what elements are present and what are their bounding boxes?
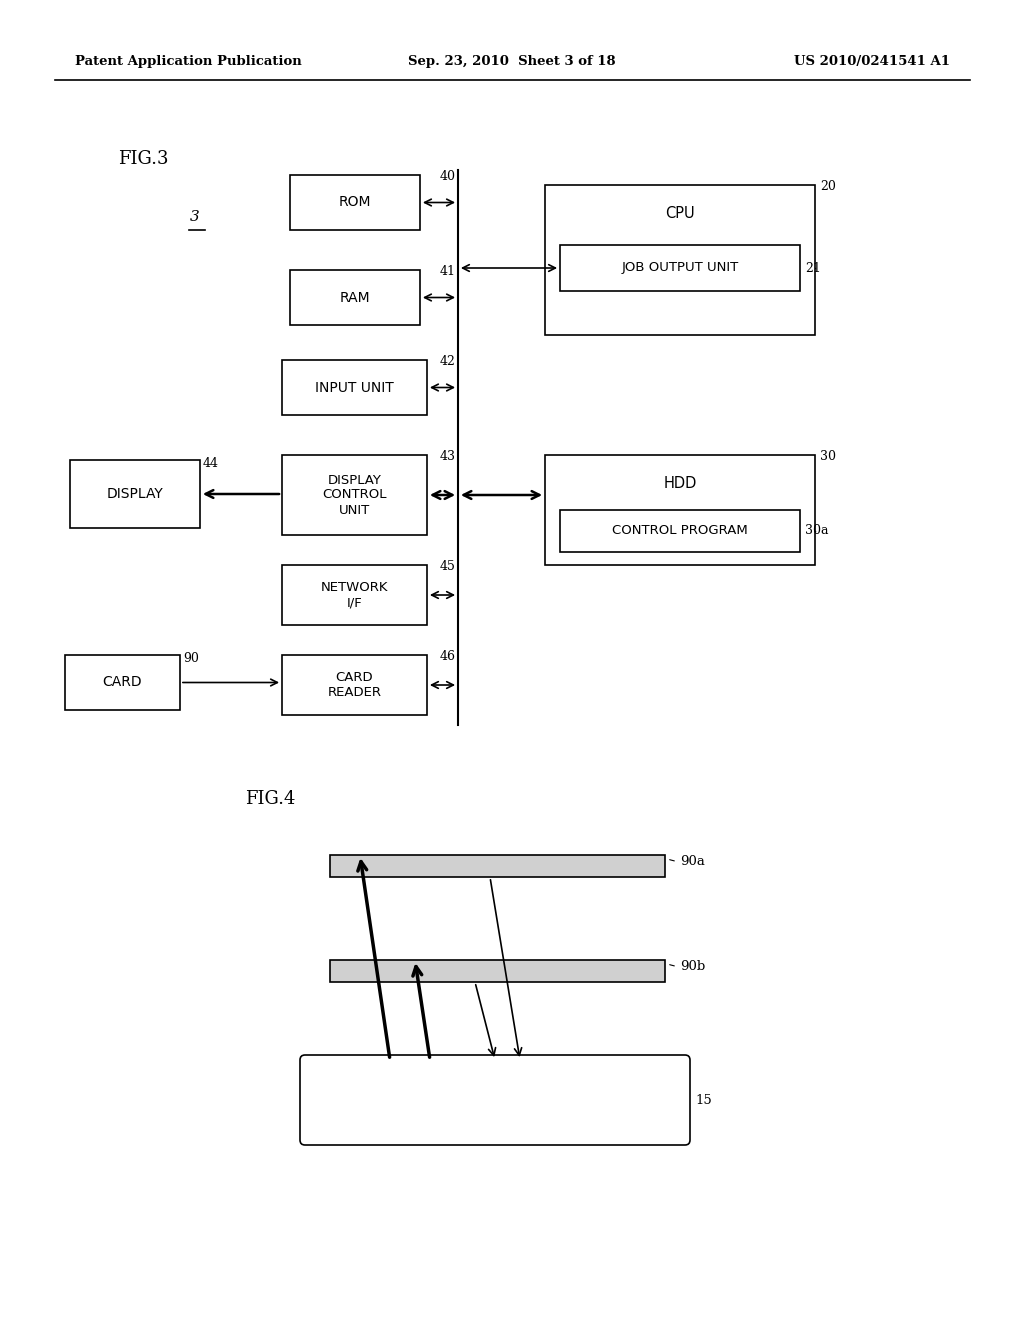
Bar bbox=[282, 565, 427, 624]
Text: Sep. 23, 2010  Sheet 3 of 18: Sep. 23, 2010 Sheet 3 of 18 bbox=[409, 55, 615, 69]
Text: INPUT UNIT: INPUT UNIT bbox=[315, 380, 394, 395]
Text: 30a: 30a bbox=[805, 524, 828, 537]
Text: FIG.4: FIG.4 bbox=[245, 789, 295, 808]
Text: 41: 41 bbox=[440, 265, 456, 279]
Text: 3: 3 bbox=[190, 210, 200, 224]
Text: DISPLAY
CONTROL
UNIT: DISPLAY CONTROL UNIT bbox=[323, 474, 387, 516]
Bar bbox=[560, 510, 800, 552]
Text: 20: 20 bbox=[820, 180, 836, 193]
Text: Patent Application Publication: Patent Application Publication bbox=[75, 55, 302, 69]
Text: HDD: HDD bbox=[664, 475, 696, 491]
Text: 30: 30 bbox=[820, 450, 836, 463]
Bar bbox=[70, 459, 200, 528]
Text: RAM: RAM bbox=[340, 290, 371, 305]
Text: CARD
READER: CARD READER bbox=[328, 671, 382, 700]
Text: ROM: ROM bbox=[339, 195, 372, 210]
Text: 90b: 90b bbox=[680, 960, 706, 973]
Bar bbox=[330, 960, 665, 982]
Text: NETWORK
I/F: NETWORK I/F bbox=[321, 581, 388, 609]
Bar bbox=[290, 271, 420, 325]
Bar bbox=[330, 855, 665, 876]
Bar bbox=[290, 176, 420, 230]
Text: 45: 45 bbox=[440, 560, 456, 573]
Text: 42: 42 bbox=[440, 355, 456, 368]
Bar bbox=[282, 455, 427, 535]
Text: 90a: 90a bbox=[680, 855, 705, 869]
Text: CARD: CARD bbox=[102, 676, 142, 689]
Bar bbox=[65, 655, 180, 710]
Text: 43: 43 bbox=[440, 450, 456, 463]
Text: 44: 44 bbox=[203, 457, 219, 470]
Bar bbox=[545, 185, 815, 335]
FancyBboxPatch shape bbox=[300, 1055, 690, 1144]
Text: CONTROL PROGRAM: CONTROL PROGRAM bbox=[612, 524, 748, 537]
Text: 40: 40 bbox=[440, 170, 456, 183]
Text: JOB OUTPUT UNIT: JOB OUTPUT UNIT bbox=[622, 261, 738, 275]
Text: FIG.3: FIG.3 bbox=[118, 150, 169, 168]
Text: DISPLAY: DISPLAY bbox=[106, 487, 164, 502]
Bar bbox=[545, 455, 815, 565]
Bar bbox=[282, 360, 427, 414]
Text: CPU: CPU bbox=[666, 206, 695, 220]
Text: 46: 46 bbox=[440, 649, 456, 663]
Text: US 2010/0241541 A1: US 2010/0241541 A1 bbox=[794, 55, 950, 69]
Text: 90: 90 bbox=[183, 652, 199, 665]
Bar bbox=[282, 655, 427, 715]
Text: 21: 21 bbox=[805, 261, 821, 275]
Bar bbox=[560, 246, 800, 290]
Text: 15: 15 bbox=[695, 1093, 712, 1106]
